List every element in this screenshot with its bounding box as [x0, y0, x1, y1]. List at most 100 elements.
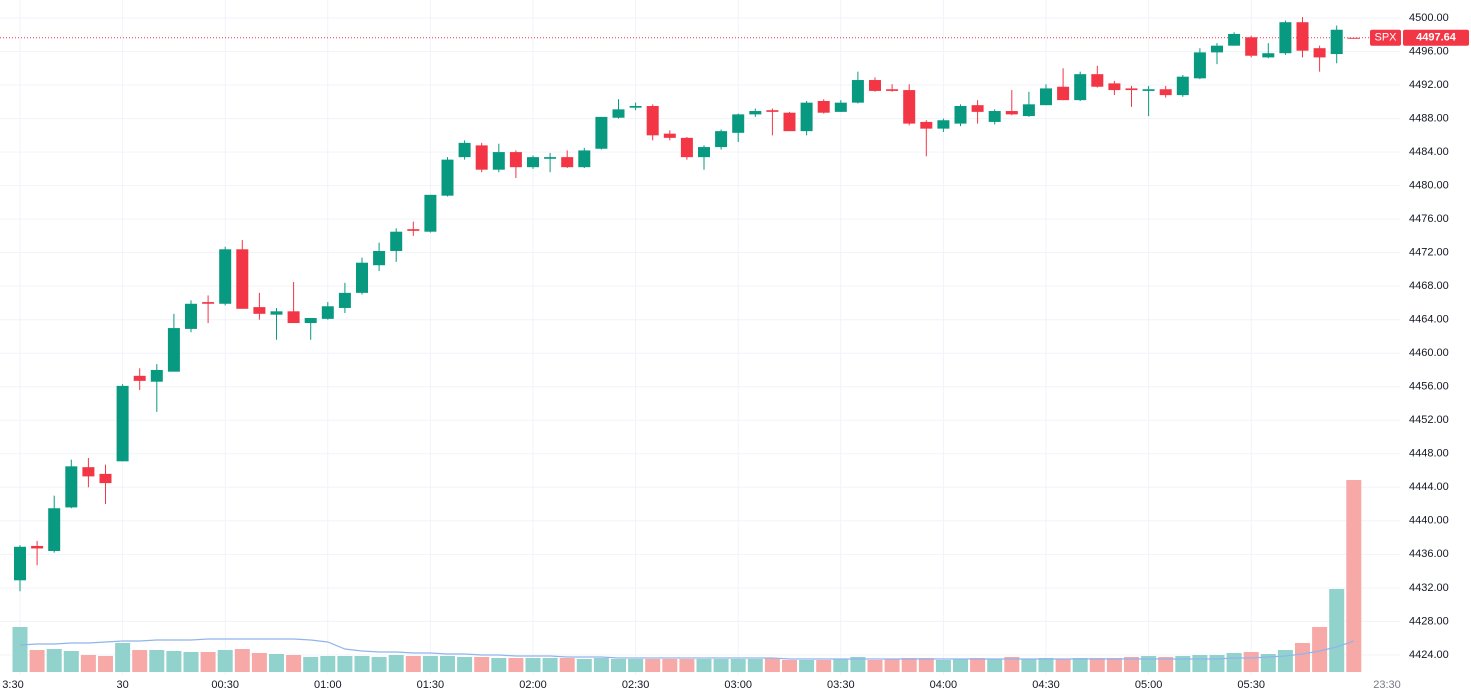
volume-bar — [679, 659, 695, 672]
volume-bar — [576, 659, 592, 672]
candle-body — [185, 303, 197, 329]
candle-body — [270, 311, 283, 315]
candle-body — [629, 106, 642, 108]
y-tick-label: 4472.00 — [1409, 247, 1449, 259]
y-tick-label: 4492.00 — [1409, 79, 1449, 91]
y-tick-label: 4428.00 — [1409, 615, 1449, 627]
volume-bar — [98, 656, 113, 672]
candle-body — [1228, 33, 1241, 46]
candle-body — [766, 110, 779, 112]
y-tick-label: 4500.00 — [1409, 12, 1449, 24]
y-tick-label: 4424.00 — [1409, 649, 1449, 661]
candle-body — [663, 133, 676, 138]
volume-bar — [29, 650, 45, 672]
x-tick-label: 30 — [116, 679, 128, 691]
volume-bar — [457, 657, 473, 672]
symbol-label: SPX — [1374, 32, 1397, 44]
candle-body — [356, 262, 368, 293]
x-tick-label: 02:30 — [622, 679, 650, 691]
volume-bar — [867, 660, 883, 672]
volume-bar — [234, 649, 250, 672]
candle-body — [834, 102, 847, 112]
candle-body — [680, 137, 693, 158]
volume-bar — [12, 627, 28, 672]
volume-ma-line — [19, 638, 1354, 660]
volume-bar — [183, 652, 199, 672]
candle-body — [458, 142, 471, 158]
candle-body — [612, 109, 625, 118]
x-tick-label: 05:00 — [1135, 679, 1163, 691]
volume-bar — [833, 659, 849, 672]
volume-bar — [987, 659, 1003, 672]
y-tick-label: 4432.00 — [1409, 582, 1449, 594]
volume-bar — [935, 660, 951, 672]
volume-bar — [799, 660, 815, 672]
candle-body — [1159, 89, 1172, 96]
x-tick-label: 05:30 — [1237, 679, 1265, 691]
x-tick-label: 01:00 — [314, 679, 342, 691]
candle-body — [1040, 88, 1052, 106]
volume-bar — [200, 652, 216, 672]
candle-body — [373, 250, 386, 266]
candle-body — [1125, 88, 1138, 91]
volume-bar — [645, 659, 661, 672]
candle-body — [407, 229, 420, 231]
volume-bar — [730, 659, 746, 672]
candle-body — [1142, 89, 1155, 91]
volume-bar — [286, 655, 302, 672]
candle-body — [1313, 48, 1326, 58]
y-tick-label: 4448.00 — [1409, 448, 1449, 460]
volume-bar — [115, 643, 131, 672]
candle-body — [732, 114, 745, 133]
volume-bar — [1260, 654, 1276, 672]
y-tick-label: 4440.00 — [1409, 515, 1449, 527]
y-tick-label: 4452.00 — [1409, 414, 1449, 426]
volume-bar — [850, 657, 866, 672]
candle-body — [886, 89, 899, 91]
volume-bar — [1277, 650, 1293, 672]
volume-bar — [816, 660, 832, 672]
candle-body — [578, 150, 591, 168]
volume-bar — [542, 658, 558, 672]
volume-bar — [1106, 658, 1122, 672]
volume-bar — [1004, 657, 1020, 672]
candle-body — [441, 159, 454, 196]
candle-body — [544, 157, 557, 159]
y-tick-label: 4496.00 — [1409, 45, 1449, 57]
volume-bar — [628, 659, 644, 672]
volume-bar — [1124, 657, 1139, 672]
last-price-label: 4497.64 — [1416, 32, 1457, 44]
symbol-label-box — [1370, 29, 1401, 46]
candle-body — [817, 100, 830, 113]
y-tick-label: 4444.00 — [1409, 481, 1449, 493]
candle-body — [698, 147, 710, 158]
candle-body — [31, 545, 44, 549]
candle-body — [492, 152, 505, 170]
volume-bar — [1072, 658, 1088, 672]
volume-bar — [388, 655, 404, 672]
candle-body — [202, 302, 215, 304]
volume-bar — [559, 658, 575, 672]
candle-body — [1176, 76, 1189, 96]
candle-body — [800, 102, 813, 132]
y-tick-label: 4468.00 — [1409, 280, 1449, 292]
volume-bar — [593, 658, 609, 672]
candle-body — [116, 385, 129, 462]
volume-bar — [422, 656, 438, 672]
volume-bar — [337, 656, 353, 672]
candle-body — [646, 106, 659, 136]
x-tick-label: 01:30 — [417, 679, 445, 691]
volume-bar — [696, 659, 712, 672]
volume-bar — [901, 658, 917, 672]
y-tick-label: 4436.00 — [1409, 548, 1449, 560]
candle-body — [1193, 52, 1206, 79]
candle-body — [1108, 83, 1121, 91]
candle-body — [1005, 111, 1018, 115]
candle-body — [1074, 74, 1087, 101]
candle-body — [509, 152, 522, 168]
y-tick-label: 4488.00 — [1409, 112, 1449, 124]
candle-body — [988, 111, 1001, 122]
candle-body — [99, 473, 112, 484]
candle-body — [475, 145, 488, 170]
